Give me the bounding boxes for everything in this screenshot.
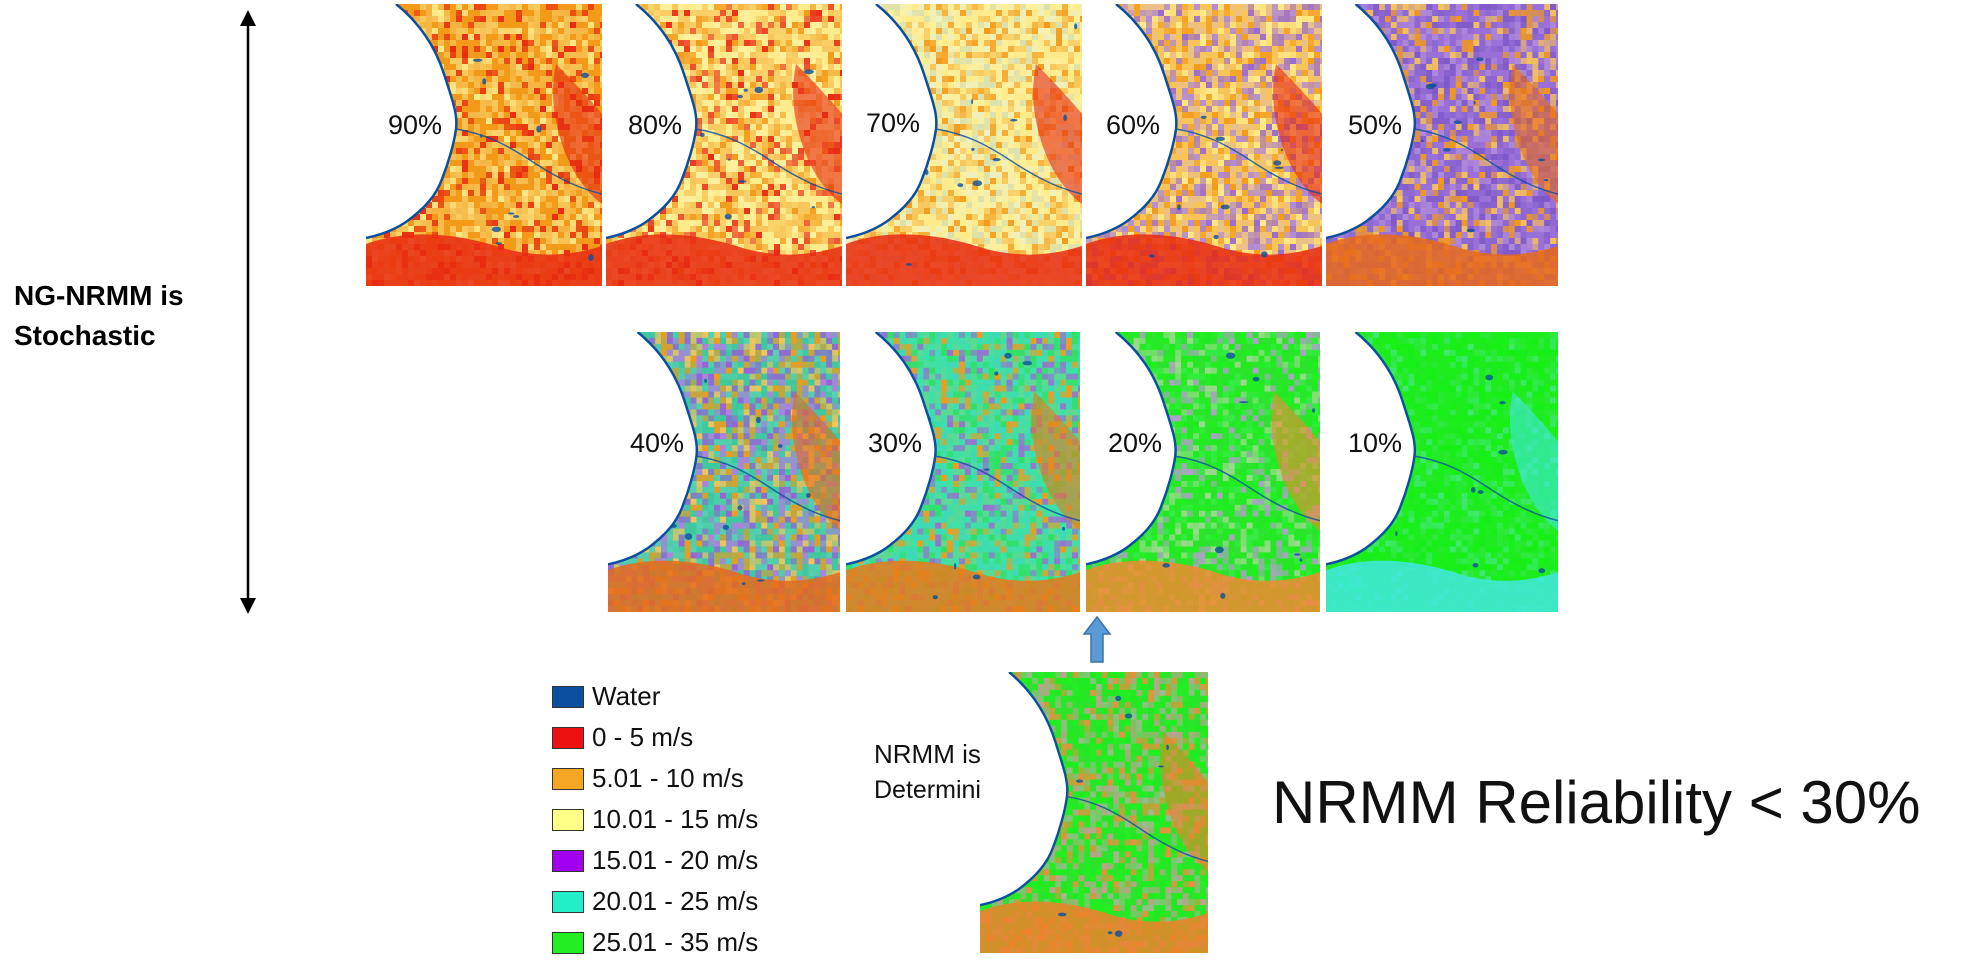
speed-legend: Water 0 - 5 m/s 5.01 - 10 m/s 10.01 - 15 m/… xyxy=(552,676,872,963)
legend-swatch xyxy=(552,809,584,831)
map-image xyxy=(608,332,840,612)
map-label: 10% xyxy=(1348,428,1402,459)
legend-item: 25.01 - 35 m/s xyxy=(552,922,872,963)
map-image xyxy=(1326,4,1558,286)
map-image xyxy=(1326,332,1558,612)
map-label: 60% xyxy=(1106,110,1160,141)
map-label: 70% xyxy=(866,108,920,139)
legend-label: 15.01 - 20 m/s xyxy=(592,845,758,876)
map-tile-80: 80% xyxy=(606,4,842,286)
map-image xyxy=(846,4,1082,286)
legend-label: 25.01 - 35 m/s xyxy=(592,927,758,958)
legend-label: 0 - 5 m/s xyxy=(592,722,693,753)
map-label: 40% xyxy=(630,428,684,459)
legend-label: 5.01 - 10 m/s xyxy=(592,763,744,794)
legend-item: Water xyxy=(552,676,872,717)
legend-swatch xyxy=(552,891,584,913)
map-tile-10: 10% xyxy=(1326,332,1558,612)
map-image xyxy=(606,4,842,286)
legend-item: 20.01 - 25 m/s xyxy=(552,881,872,922)
map-tile-60: 60% xyxy=(1086,4,1322,286)
legend-swatch xyxy=(552,768,584,790)
map-tile-30: 30% xyxy=(846,332,1080,612)
map-tile-deterministic xyxy=(980,672,1208,953)
legend-item: 5.01 - 10 m/s xyxy=(552,758,872,799)
map-label: 80% xyxy=(628,110,682,141)
map-tile-40: 40% xyxy=(608,332,840,612)
up-arrow-icon xyxy=(1082,616,1112,664)
map-image xyxy=(1086,332,1320,612)
map-image xyxy=(366,4,602,286)
map-tile-20: 20% xyxy=(1086,332,1320,612)
legend-swatch xyxy=(552,727,584,749)
legend-swatch xyxy=(552,850,584,872)
map-label: 20% xyxy=(1108,428,1162,459)
map-image xyxy=(980,672,1208,953)
legend-label: 10.01 - 15 m/s xyxy=(592,804,758,835)
stochastic-label-line2: Stochastic xyxy=(14,316,234,356)
map-label: 50% xyxy=(1348,110,1402,141)
legend-item: 10.01 - 15 m/s xyxy=(552,799,872,840)
stochastic-label-line1: NG-NRMM is xyxy=(14,276,234,316)
map-image xyxy=(1086,4,1322,286)
map-label: 30% xyxy=(868,428,922,459)
legend-label: Water xyxy=(592,681,660,712)
stochastic-label: NG-NRMM is Stochastic xyxy=(14,276,234,356)
double-arrow-icon xyxy=(236,8,260,616)
map-tile-90: 90% xyxy=(366,4,602,286)
map-tile-50: 50% xyxy=(1326,4,1558,286)
legend-swatch xyxy=(552,932,584,954)
legend-swatch xyxy=(552,686,584,708)
map-image xyxy=(846,332,1080,612)
map-label: 90% xyxy=(388,110,442,141)
legend-item: 0 - 5 m/s xyxy=(552,717,872,758)
legend-label: 20.01 - 25 m/s xyxy=(592,886,758,917)
map-tile-70: 70% xyxy=(846,4,1082,286)
reliability-headline: NRMM Reliability < 30% xyxy=(1272,768,1921,837)
legend-item: 15.01 - 20 m/s xyxy=(552,840,872,881)
